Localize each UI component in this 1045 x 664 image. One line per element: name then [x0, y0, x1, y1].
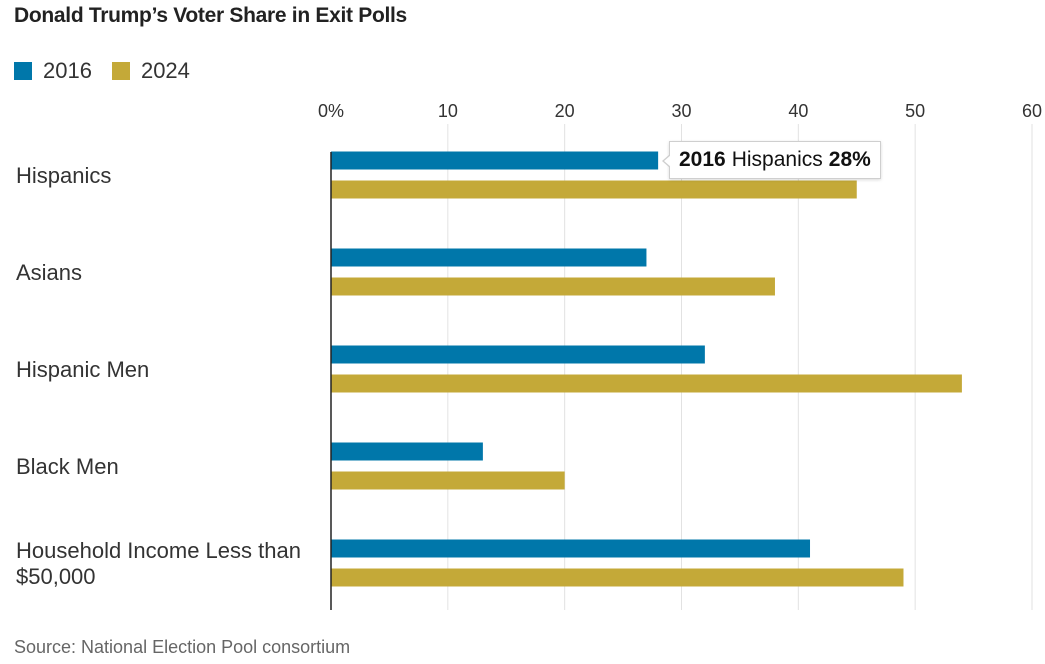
category-label: Hispanic Men: [16, 357, 149, 382]
bar-2016: [331, 248, 647, 267]
x-tick-label: 10: [438, 101, 458, 121]
legend-label-2024: 2024: [140, 58, 190, 83]
x-tick-label: 30: [671, 101, 691, 121]
legend-item-2016[interactable]: 2016: [14, 58, 92, 84]
x-tick-label: 50: [905, 101, 925, 121]
category-label: $50,000: [16, 564, 96, 589]
bar-2016: [331, 539, 811, 558]
legend-swatch-2016: [14, 62, 32, 80]
x-tick-label: 20: [555, 101, 575, 121]
category-label: Asians: [16, 260, 82, 285]
tooltip-series: 2016: [679, 148, 726, 171]
bar-tooltip: 2016 Hispanics 28%: [662, 141, 881, 179]
chart-title: Donald Trump’s Voter Share in Exit Polls: [14, 4, 407, 27]
bar-2016: [331, 442, 483, 461]
bar-chart: 0% 10 20 30 40 50 60 Hispanics Asians Hispanic Me…: [16, 101, 1042, 610]
legend-item-2024[interactable]: 2024: [111, 58, 190, 84]
legend: 2016 2024: [14, 58, 210, 84]
category-label: Hispanics: [16, 163, 111, 188]
tooltip-value: 28%: [828, 148, 871, 171]
bar-2024: [331, 471, 565, 490]
category-label: Household Income Less than: [16, 538, 301, 563]
x-tick-label: 40: [788, 101, 808, 121]
source-note: Source: National Election Pool consortiu…: [14, 637, 351, 657]
x-tick-label: 0%: [318, 101, 344, 121]
bar-2016: [331, 345, 705, 364]
bar-2024: [331, 374, 962, 393]
legend-swatch-2024: [111, 62, 130, 80]
bar-2016: [331, 151, 659, 170]
x-tick-label: 60: [1022, 101, 1042, 121]
bar-2024: [331, 277, 775, 296]
tooltip-category: Hispanics: [731, 148, 823, 171]
bar-2024: [331, 568, 904, 587]
category-label: Black Men: [16, 454, 119, 479]
legend-label-2016: 2016: [43, 58, 92, 83]
bar-2024: [331, 180, 857, 199]
